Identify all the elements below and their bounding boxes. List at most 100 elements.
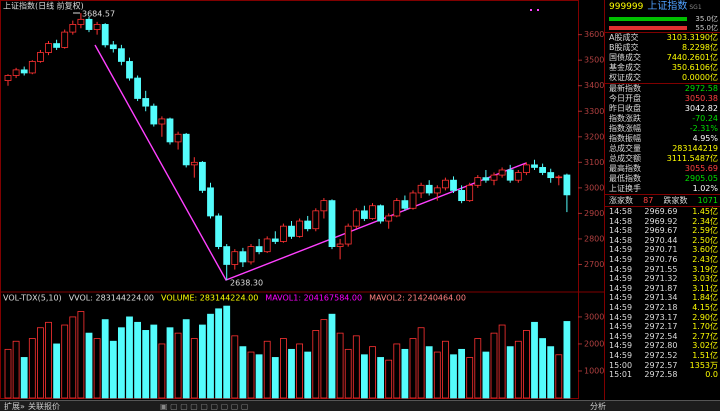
stat-label: A股成交 xyxy=(609,33,639,42)
tick-row: 14:59 2972.18 4.15亿 xyxy=(605,303,720,313)
candle-body xyxy=(482,177,490,181)
stat-label: 基金成交 xyxy=(609,63,641,72)
candle-body xyxy=(134,77,142,99)
volume-bar xyxy=(12,340,20,399)
candle-body xyxy=(401,200,409,209)
volume-bar xyxy=(312,330,320,399)
tick-volume: 2.59亿 xyxy=(692,226,718,236)
legend-entry: MAVOL1: 204167584.00 xyxy=(265,294,362,303)
breadth-row: 涨家数 87 跌家数 1071 xyxy=(605,194,720,207)
stat-label: 上证换手 xyxy=(609,184,641,193)
breadth-item: 1071 xyxy=(697,196,718,205)
tick-time: 14:59 xyxy=(609,283,633,293)
tab[interactable]: 关联报价 xyxy=(28,402,60,411)
candle-body xyxy=(77,18,85,25)
candle-body xyxy=(150,105,158,125)
stat-row: 国债成交 7440.2601亿 xyxy=(605,53,720,63)
stat-label: 指数振幅 xyxy=(609,134,641,143)
candle-body xyxy=(344,225,352,245)
tick-time: 14:59 xyxy=(609,254,633,264)
stat-value: 3055.69 xyxy=(684,164,718,173)
y-tick-label: 30000 xyxy=(584,312,604,321)
y-tick-label: 10000 xyxy=(584,366,604,375)
volume-bar xyxy=(255,354,263,399)
stat-label: 总成交量 xyxy=(609,144,641,153)
candle-body xyxy=(231,251,239,265)
tick-volume: 4.15亿 xyxy=(692,302,718,312)
stock-tag: SG1 xyxy=(689,4,702,11)
tab[interactable]: 分析 xyxy=(590,402,606,411)
volume-bar xyxy=(531,321,538,399)
candle-body xyxy=(531,164,538,168)
tab[interactable]: 扩展» xyxy=(4,402,25,411)
candle-body xyxy=(142,98,150,107)
volume-bar xyxy=(466,357,474,399)
tick-row: 14:59 2973.17 2.90亿 xyxy=(605,313,720,323)
tick-row: 14:59 2971.87 3.11亿 xyxy=(605,284,720,294)
tick-time: 14:58 xyxy=(609,235,633,245)
volume-bar xyxy=(279,338,287,399)
tick-time: 14:59 xyxy=(609,302,633,312)
y-tick-label: 3500 xyxy=(584,56,604,65)
candle-body xyxy=(158,118,166,125)
stat-value: 3050.38 xyxy=(684,94,718,103)
stat-label: 最新指数 xyxy=(609,84,641,93)
candle-body xyxy=(207,187,214,217)
breadth-item: 跌家数 xyxy=(663,196,688,205)
tick-time: 14:58 xyxy=(609,226,633,236)
y-tick-label: 3600 xyxy=(584,30,604,39)
volume-bar xyxy=(247,351,255,399)
stat-row: 上证换手 1.02% xyxy=(605,184,720,194)
volume-bar xyxy=(441,340,449,399)
ratio-bar xyxy=(609,25,687,30)
volume-bar xyxy=(450,354,457,399)
candle-body xyxy=(425,184,433,194)
stat-label: 国债成交 xyxy=(609,53,641,62)
volume-bar xyxy=(4,348,12,399)
volume-bar xyxy=(142,330,150,399)
volume-bar xyxy=(182,319,190,399)
tick-price: 2973.17 xyxy=(644,312,678,322)
ratio-bar-row: 35.0亿 xyxy=(605,14,720,23)
tick-row: 15:00 2972.57 1353万 xyxy=(605,361,720,371)
candle-body xyxy=(37,52,44,62)
volume-bar xyxy=(296,343,304,399)
tick-price: 2972.54 xyxy=(644,331,678,341)
tick-row: 14:59 2971.55 3.19亿 xyxy=(605,265,720,275)
tick-time: 14:59 xyxy=(609,341,633,351)
volume-bar xyxy=(166,327,174,399)
tick-price: 2971.87 xyxy=(644,283,678,293)
volume-bar xyxy=(506,346,514,399)
tick-price: 2971.32 xyxy=(644,274,678,284)
stat-label: 最低指数 xyxy=(609,174,641,183)
tick-price: 2971.34 xyxy=(644,293,678,303)
y-tick-label: 3200 xyxy=(584,132,604,141)
stat-label: 指数涨跌 xyxy=(609,114,641,123)
stat-value: 3111.5487亿 xyxy=(666,154,718,163)
candle-body xyxy=(45,43,52,53)
legend-entry: VOL-TDX(5,10) xyxy=(3,294,62,303)
candle-body xyxy=(539,167,546,173)
tick-time: 14:59 xyxy=(609,245,633,255)
candle-body xyxy=(296,220,304,237)
legend-entry: VOLUME: 283144224.00 xyxy=(161,294,258,303)
stat-row: 总成交量 283144219 xyxy=(605,144,720,154)
candle-body xyxy=(555,176,563,179)
volume-bar xyxy=(547,346,555,399)
ratio-bar-row: 55.0亿 xyxy=(605,23,720,32)
tick-time: 14:59 xyxy=(609,322,633,332)
volume-bar xyxy=(304,351,312,399)
tick-volume: 0.0 xyxy=(705,370,718,380)
stat-row: 今日开盘 3050.38 xyxy=(605,94,720,104)
stat-label: 总成交额 xyxy=(609,154,641,163)
stat-row: B股成交 8.2298亿 xyxy=(605,43,720,53)
candle-body xyxy=(126,61,133,79)
volume-bar xyxy=(85,332,93,399)
candle-body xyxy=(12,69,20,76)
legend-entry: VVOL: 283144224.00 xyxy=(69,294,154,303)
volume-bar xyxy=(344,348,352,399)
candle-body xyxy=(547,172,555,179)
marker xyxy=(530,9,532,11)
tick-time: 14:59 xyxy=(609,293,633,303)
candle-body xyxy=(182,133,190,166)
